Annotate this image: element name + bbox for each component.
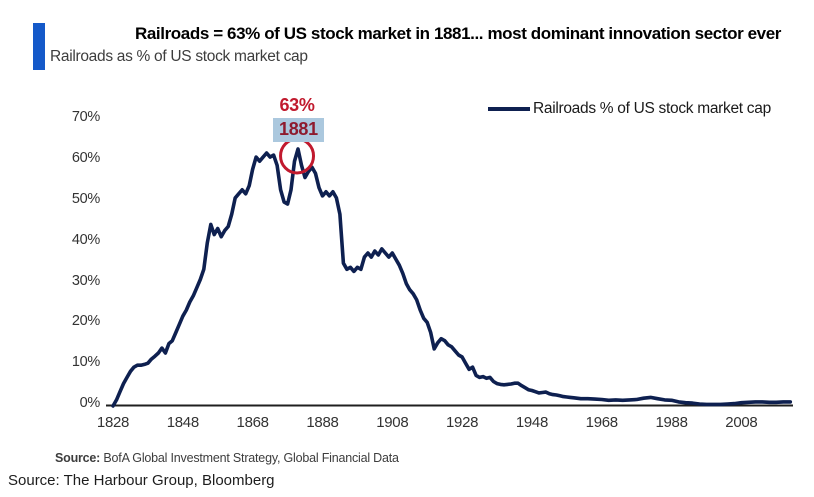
peak-year-label: 1881	[273, 118, 324, 142]
legend: Railroads % of US stock market cap	[488, 100, 771, 118]
y-axis-tick: 10%	[71, 354, 100, 371]
chart-source-text: BofA Global Investment Strategy, Global …	[100, 451, 399, 465]
railroads-series-line	[111, 147, 793, 408]
y-axis-tick: 20%	[71, 313, 100, 330]
x-axis-tick: 1948	[515, 414, 548, 431]
y-axis-tick: 50%	[71, 191, 100, 207]
chart-source-line: Source: BofA Global Investment Strategy,…	[55, 451, 399, 465]
page-source-line: Source: The Harbour Group, Bloomberg	[8, 472, 275, 489]
y-axis-tick: 0%	[79, 395, 101, 411]
x-axis-tick: 1988	[655, 414, 688, 431]
x-axis-tick: 1908	[376, 414, 409, 431]
x-axis-tick: 1888	[306, 414, 339, 431]
y-axis-tick: 30%	[71, 272, 100, 289]
y-axis-tick: 60%	[71, 150, 100, 167]
chart-subtitle: Railroads as % of US stock market cap	[50, 48, 308, 65]
chart-source-label: Source:	[55, 451, 101, 465]
x-axis-tick: 2008	[725, 414, 758, 431]
legend-label: Railroads % of US stock market cap	[533, 100, 771, 117]
chart-title: Railroads = 63% of US stock market in 18…	[135, 24, 781, 43]
x-axis-tick: 1968	[585, 414, 618, 431]
legend-line-swatch	[488, 107, 530, 111]
y-axis-tick: 70%	[71, 109, 100, 126]
y-axis-tick: 40%	[71, 231, 100, 248]
x-axis-tick: 1928	[446, 414, 479, 431]
x-axis-tick: 1828	[96, 414, 130, 431]
x-axis-tick: 1848	[166, 414, 199, 431]
peak-value-label: 63%	[279, 95, 315, 115]
title-accent-bar	[33, 23, 45, 70]
x-axis-tick: 1868	[236, 414, 269, 431]
